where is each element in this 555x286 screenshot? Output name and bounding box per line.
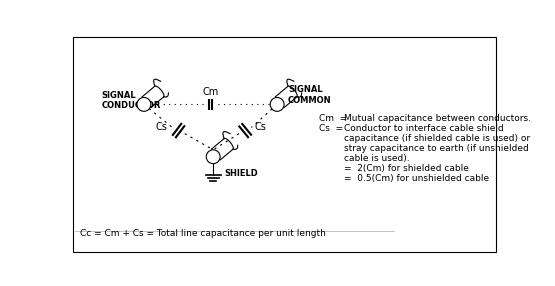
Text: =  0.5(Cm) for unshielded cable: = 0.5(Cm) for unshielded cable xyxy=(344,174,490,183)
Text: cable is used).: cable is used). xyxy=(344,154,410,163)
Circle shape xyxy=(206,150,220,164)
Circle shape xyxy=(270,98,284,111)
Text: Cm: Cm xyxy=(203,88,219,98)
Text: Conductor to interface cable shield: Conductor to interface cable shield xyxy=(344,124,504,133)
Text: SIGNAL
CONDUCTOR: SIGNAL CONDUCTOR xyxy=(102,91,161,110)
Text: Cs: Cs xyxy=(255,122,266,132)
Text: =  2(Cm) for shielded cable: = 2(Cm) for shielded cable xyxy=(344,164,469,173)
Text: Cs  =: Cs = xyxy=(319,124,343,133)
Text: Cc = Cm + Cs = Total line capacitance per unit length: Cc = Cm + Cs = Total line capacitance pe… xyxy=(80,229,326,238)
Text: Cm  =: Cm = xyxy=(319,114,347,123)
Text: SHIELD: SHIELD xyxy=(224,169,258,178)
Text: SIGNAL
COMMON: SIGNAL COMMON xyxy=(288,86,331,105)
Circle shape xyxy=(137,98,151,111)
Text: Cs: Cs xyxy=(156,122,168,132)
Text: capacitance (if shielded cable is used) or: capacitance (if shielded cable is used) … xyxy=(344,134,530,143)
Text: stray capacitance to earth (if unshielded: stray capacitance to earth (if unshielde… xyxy=(344,144,529,153)
Text: Mutual capacitance between conductors.: Mutual capacitance between conductors. xyxy=(344,114,531,123)
